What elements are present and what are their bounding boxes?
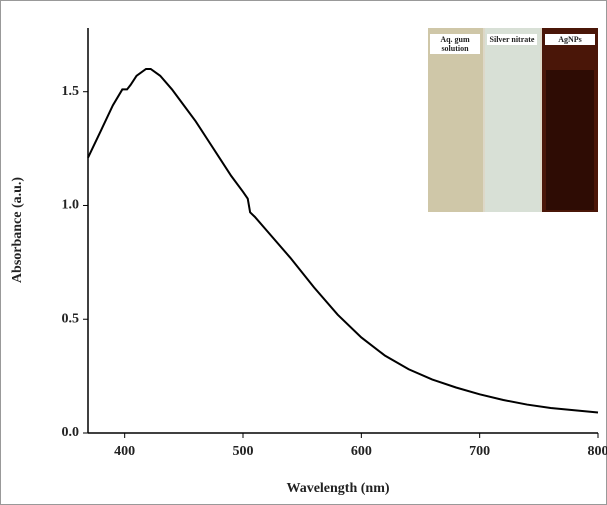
y-tick-label: 0.5 bbox=[62, 311, 80, 326]
y-tick-label: 1.5 bbox=[62, 84, 80, 99]
x-tick-label: 600 bbox=[351, 444, 372, 459]
y-axis-title: Absorbance (a.u.) bbox=[10, 177, 25, 284]
inset-photo bbox=[428, 28, 598, 212]
x-tick-label: 700 bbox=[469, 444, 490, 459]
inset-label: AgNPs bbox=[545, 34, 595, 45]
inset-label: Silver nitrate bbox=[487, 34, 537, 45]
y-tick-label: 1.0 bbox=[62, 198, 80, 213]
data-line bbox=[87, 67, 599, 414]
x-tick-label: 800 bbox=[588, 444, 607, 459]
x-tick-label: 500 bbox=[233, 444, 254, 459]
inset-label: Aq. gum solution bbox=[430, 34, 480, 54]
x-tick-label: 400 bbox=[114, 444, 135, 459]
y-tick-label: 0.0 bbox=[62, 425, 80, 440]
x-axis-title: Wavelength (nm) bbox=[286, 481, 389, 496]
